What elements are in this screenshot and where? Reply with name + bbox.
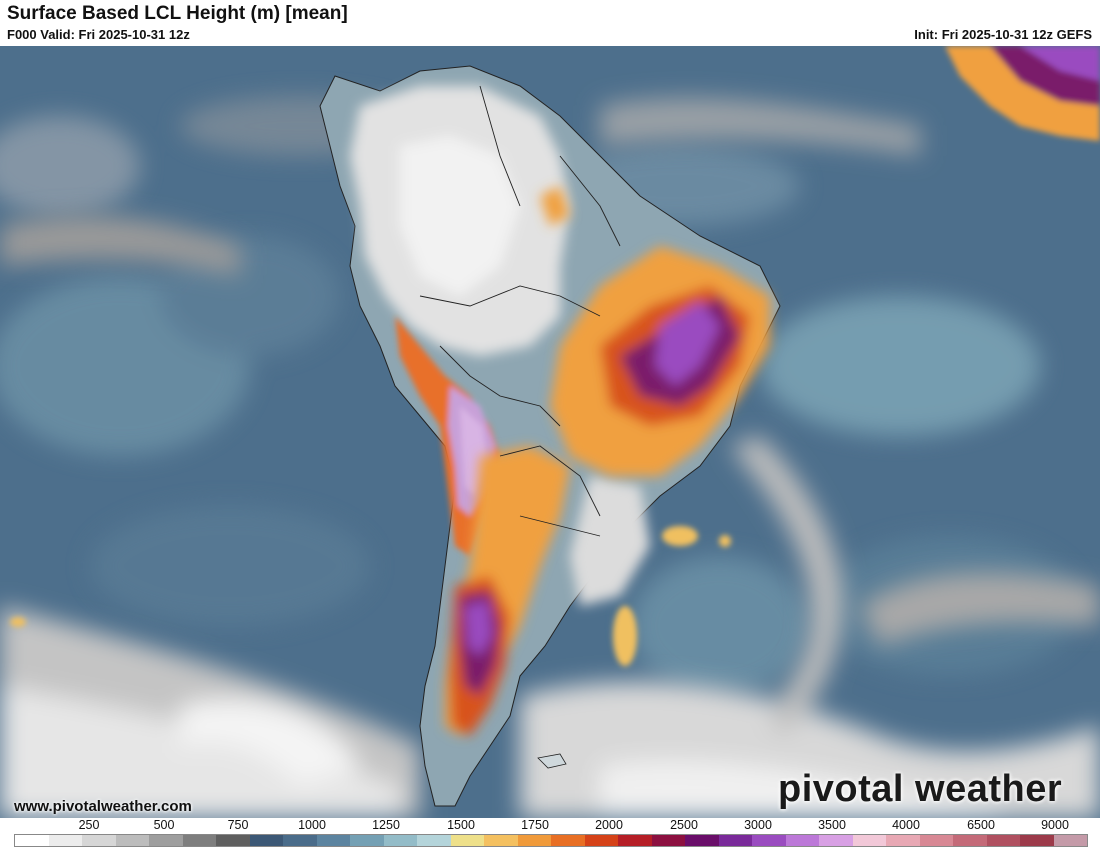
legend-tick: 9000: [1041, 818, 1069, 832]
valid-time: F000 Valid: Fri 2025-10-31 12z: [7, 27, 190, 42]
legend-swatch: [1053, 835, 1087, 846]
argentina-high-lcl: [445, 446, 570, 736]
legend-swatch: [82, 835, 116, 846]
legend-tick: 250: [78, 818, 100, 832]
legend-swatch: [551, 835, 585, 846]
color-legend: 250 500 750 1000 1250 1500 1750 2000 250…: [0, 818, 1100, 850]
legend-swatch: [216, 835, 250, 846]
legend-tick: 6500: [967, 818, 995, 832]
ocean-orange-patches: [10, 526, 731, 666]
legend-tick: 2000: [595, 818, 623, 832]
legend-tick: 1750: [521, 818, 549, 832]
legend-tick: 1000: [298, 818, 326, 832]
legend-swatch: [718, 835, 752, 846]
map-title: Surface Based LCL Height (m) [mean]: [7, 3, 348, 24]
legend-swatch: [852, 835, 886, 846]
legend-tick: 750: [227, 818, 249, 832]
legend-swatch: [350, 835, 384, 846]
legend-swatch: [886, 835, 920, 846]
legend-swatch: [15, 835, 49, 846]
header: Surface Based LCL Height (m) [mean] F000…: [0, 0, 1100, 46]
legend-tick: 2500: [670, 818, 698, 832]
legend-tick: 1250: [372, 818, 400, 832]
legend-swatch: [182, 835, 216, 846]
legend-swatch: [953, 835, 987, 846]
legend-swatch: [417, 835, 451, 846]
legend-swatch: [283, 835, 317, 846]
legend-swatch: [1020, 835, 1054, 846]
legend-swatch: [484, 835, 518, 846]
legend-swatch: [450, 835, 484, 846]
cloud-bands: [0, 97, 1100, 818]
legend-tick: 500: [153, 818, 175, 832]
legend-tick: 4000: [892, 818, 920, 832]
falkland-islands: [537, 753, 567, 769]
init-time: Init: Fri 2025-10-31 12z GEFS: [914, 27, 1092, 42]
country-borders: [419, 85, 621, 537]
brazil-high-lcl: [540, 186, 770, 476]
legend-swatch: [316, 835, 350, 846]
brand-logo: pivotal weather: [778, 768, 1063, 810]
legend-swatch: [383, 835, 417, 846]
legend-swatch: [584, 835, 618, 846]
legend-swatch: [986, 835, 1020, 846]
legend-swatch: [149, 835, 183, 846]
legend-swatch: [819, 835, 853, 846]
africa-high-lcl: [945, 46, 1100, 141]
amazon-low-lcl: [350, 86, 650, 606]
legend-swatch: [752, 835, 786, 846]
legend-tick: 3000: [744, 818, 772, 832]
legend-swatch: [249, 835, 283, 846]
legend-swatch: [48, 835, 82, 846]
website-url[interactable]: www.pivotalweather.com: [14, 798, 192, 815]
legend-tick: 1500: [447, 818, 475, 832]
legend-swatch: [618, 835, 652, 846]
legend-swatch: [919, 835, 953, 846]
legend-swatches: [14, 834, 1088, 847]
legend-swatch: [517, 835, 551, 846]
legend-tick: 3500: [818, 818, 846, 832]
legend-swatch: [651, 835, 685, 846]
weather-map[interactable]: [0, 46, 1100, 818]
legend-swatch: [115, 835, 149, 846]
legend-swatch: [685, 835, 719, 846]
legend-swatch: [785, 835, 819, 846]
